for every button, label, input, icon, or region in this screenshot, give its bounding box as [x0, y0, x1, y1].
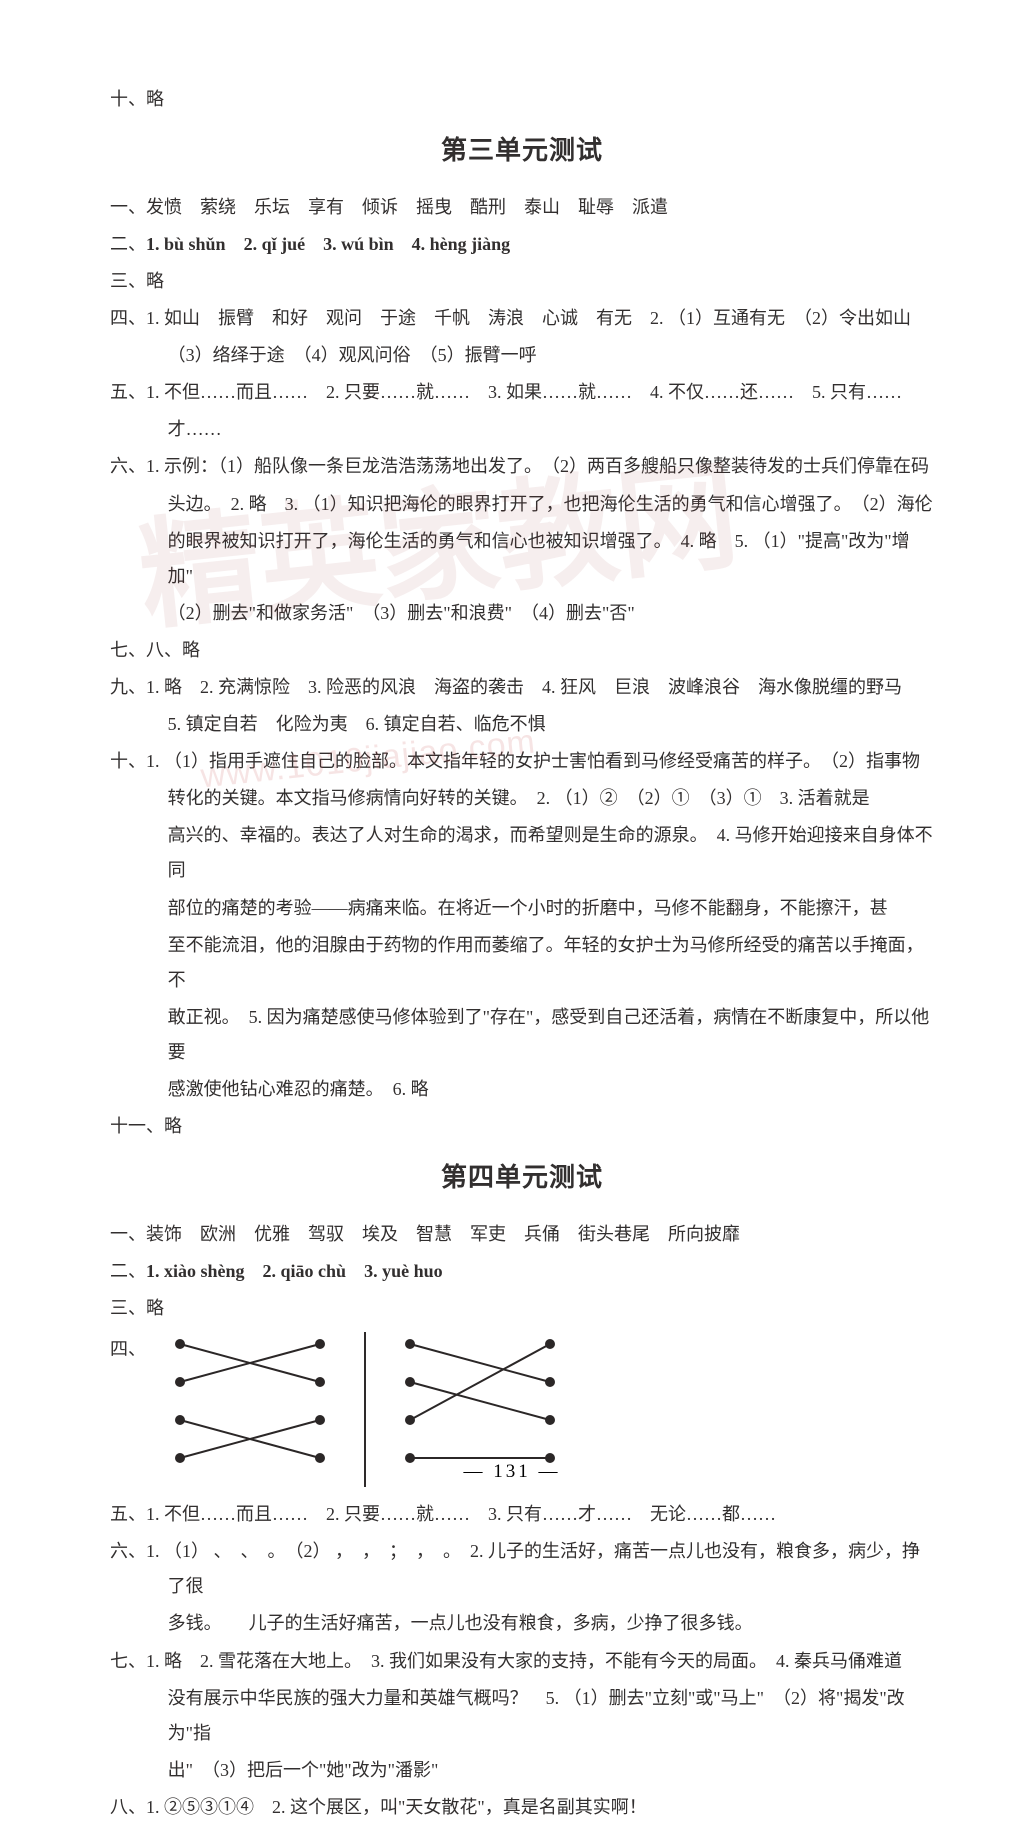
s3-q10-l4: 部位的痛楚的考验——病痛来临。在将近一个小时的折磨中，马修不能翻身，不能擦汗，甚: [110, 891, 934, 926]
s3-q9-l1: 九、1. 略 2. 充满惊险 3. 险恶的风浪 海盗的袭击 4. 狂风 巨浪 波…: [110, 670, 934, 705]
q-text: 1. 略 2. 雪花落在大地上。 3. 我们如果没有大家的支持，不能有今天的局面…: [146, 1651, 902, 1671]
q-text: 略: [164, 1116, 182, 1136]
q-text: 1. （1）指用手遮住自己的脸部。本文指年轻的女护士害怕看到马修经受痛苦的样子。…: [146, 751, 920, 771]
s4-q7-l3: 出" （3）把后一个"她"改为"潘影": [110, 1753, 934, 1788]
q-label: 九、: [110, 677, 146, 697]
s4-q8: 八、1. ②⑤③①④ 2. 这个展区，叫"天女散花"，真是名副其实啊！: [110, 1790, 934, 1825]
section4-title: 第四单元测试: [110, 1152, 934, 1203]
pinyin-item: 2. qǐ jué: [244, 234, 306, 254]
q-text: 1. 不但……而且…… 2. 只要……就…… 3. 如果……就…… 4. 不仅……: [146, 382, 902, 402]
q-label: 六、: [110, 456, 146, 476]
q-text: 略: [146, 271, 164, 291]
q-text: 1. 如山 振臂 和好 观问 于途 千帆 涛浪 心诚 有无 2. （1）互通有无…: [146, 308, 911, 328]
s3-q9-l2: 5. 镇定自若 化险为夷 6. 镇定自若、临危不惧: [110, 707, 934, 742]
q-label: 四、: [110, 1332, 150, 1367]
s3-q10-l6: 敢正视。 5. 因为痛楚感使马修体验到了"存在"，感受到自己还活着，病情在不断康…: [110, 1000, 934, 1070]
s3-q6-l1: 六、1. 示例：（1）船队像一条巨龙浩浩荡荡地出发了。 （2）两百多艘船只像整装…: [110, 449, 934, 484]
s4-q7-l1: 七、1. 略 2. 雪花落在大地上。 3. 我们如果没有大家的支持，不能有今天的…: [110, 1644, 934, 1679]
s3-q5-l1: 五、1. 不但……而且…… 2. 只要……就…… 3. 如果……就…… 4. 不…: [110, 375, 934, 410]
q-label: 十、: [110, 751, 146, 771]
pinyin-item: 3. yuè huo: [364, 1261, 443, 1281]
s3-q10-l2: 转化的关键。本文指马修病情向好转的关键。 2. （1）② （2）① （3）① 3…: [110, 781, 934, 816]
s3-q6-l4: （2）删去"和做家务活" （3）删去"和浪费" （4）删去"否": [110, 596, 934, 631]
q-text: 1. ②⑤③①④ 2. 这个展区，叫"天女散花"，真是名副其实啊！: [146, 1797, 647, 1817]
s3-q6-l2: 头边。 2. 略 3. （1）知识把海伦的眼界打开了，也把海伦生活的勇气和信心增…: [110, 487, 934, 522]
q-label: 四、: [110, 308, 146, 328]
q-text: 1. 略 2. 充满惊险 3. 险恶的风浪 海盗的袭击 4. 狂风 巨浪 波峰浪…: [146, 677, 902, 697]
q-label: 一、: [110, 1224, 146, 1244]
page-number: — 131 —: [0, 1461, 1024, 1483]
q-text: 装饰 欧洲 优雅 驾驭 埃及 智慧 军吏 兵俑 街头巷尾 所向披靡: [146, 1224, 740, 1244]
q-text: 略: [146, 1298, 164, 1318]
s4-q3: 三、略: [110, 1291, 934, 1326]
s4-q6-l2: 多钱。 儿子的生活好痛苦，一点儿也没有粮食，多病，少挣了很多钱。: [110, 1606, 934, 1641]
s3-q1: 一、发愤 萦绕 乐坛 享有 倾诉 摇曳 酷刑 泰山 耻辱 派遣: [110, 190, 934, 225]
q-label: 三、: [110, 1298, 146, 1318]
q-label: 二、: [110, 234, 146, 254]
top-note: 十、略: [110, 82, 934, 117]
pinyin-item: 3. wú bìn: [323, 234, 394, 254]
q-text: 1. 示例：（1）船队像一条巨龙浩浩荡荡地出发了。 （2）两百多艘船只像整装待发…: [146, 456, 929, 476]
section3-title: 第三单元测试: [110, 125, 934, 176]
page-content: 十、略 第三单元测试 一、发愤 萦绕 乐坛 享有 倾诉 摇曳 酷刑 泰山 耻辱 …: [110, 82, 934, 1825]
q-label: 七、八、: [110, 640, 182, 660]
q-label: 六、: [110, 1541, 146, 1561]
q-label: 五、: [110, 1504, 146, 1524]
q-text: 略: [182, 640, 200, 660]
q-label: 一、: [110, 197, 146, 217]
s3-q4-l2: （3）络绎于途 （4）观风问俗 （5）振臂一呼: [110, 338, 934, 373]
s3-q2: 二、1. bù shǔn 2. qǐ jué 3. wú bìn 4. hèng…: [110, 227, 934, 262]
q-label: 八、: [110, 1797, 146, 1817]
pinyin-item: 1. bù shǔn: [146, 234, 226, 254]
s4-q7-l2: 没有展示中华民族的强大力量和英雄气概吗？ 5. （1）删去"立刻"或"马上" （…: [110, 1681, 934, 1751]
q-label: 七、: [110, 1651, 146, 1671]
s3-q10-l1: 十、1. （1）指用手遮住自己的脸部。本文指年轻的女护士害怕看到马修经受痛苦的样…: [110, 744, 934, 779]
s3-q78: 七、八、略: [110, 633, 934, 668]
q-label: 二、: [110, 1261, 146, 1281]
q-text: 发愤 萦绕 乐坛 享有 倾诉 摇曳 酷刑 泰山 耻辱 派遣: [146, 197, 668, 217]
s3-q10-l3: 高兴的、幸福的。表达了人对生命的渴求，而希望则是生命的源泉。 4. 马修开始迎接…: [110, 818, 934, 888]
pinyin-item: 2. qiāo chù: [263, 1261, 347, 1281]
pgnum-value: 131: [493, 1461, 531, 1482]
q-text: 1. （1） 、 、 。 （2） ， ， ； ， 。 2. 儿子的生活好，痛苦一…: [146, 1541, 920, 1596]
s4-q6-l1: 六、1. （1） 、 、 。 （2） ， ， ； ， 。 2. 儿子的生活好，痛…: [110, 1534, 934, 1604]
pinyin-item: 1. xiào shèng: [146, 1261, 245, 1281]
pinyin-item: 4. hèng jiàng: [412, 234, 511, 254]
s4-q1: 一、装饰 欧洲 优雅 驾驭 埃及 智慧 军吏 兵俑 街头巷尾 所向披靡: [110, 1217, 934, 1252]
s3-q3: 三、略: [110, 264, 934, 299]
s3-q11: 十一、略: [110, 1109, 934, 1144]
s3-q4-l1: 四、1. 如山 振臂 和好 观问 于途 千帆 涛浪 心诚 有无 2. （1）互通…: [110, 301, 934, 336]
q-label: 五、: [110, 382, 146, 402]
s4-q5: 五、1. 不但……而且…… 2. 只要……就…… 3. 只有……才…… 无论………: [110, 1497, 934, 1532]
s3-q6-l3: 的眼界被知识打开了，海伦生活的勇气和信心也被知识增强了。 4. 略 5. （1）…: [110, 524, 934, 594]
q-text: 1. 不但……而且…… 2. 只要……就…… 3. 只有……才…… 无论……都……: [146, 1504, 776, 1524]
pgnum-suffix: —: [531, 1461, 561, 1482]
s3-q10-l5: 至不能流泪，他的泪腺由于药物的作用而萎缩了。年轻的女护士为马修所经受的痛苦以手掩…: [110, 928, 934, 998]
q-label: 十一、: [110, 1116, 164, 1136]
q-label: 三、: [110, 271, 146, 291]
pgnum-prefix: —: [464, 1461, 494, 1482]
s4-q2: 二、1. xiào shèng 2. qiāo chù 3. yuè huo: [110, 1254, 934, 1289]
s3-q5-l2: 才……: [110, 412, 934, 447]
s3-q10-l7: 感激使他钻心难忍的痛楚。 6. 略: [110, 1072, 934, 1107]
